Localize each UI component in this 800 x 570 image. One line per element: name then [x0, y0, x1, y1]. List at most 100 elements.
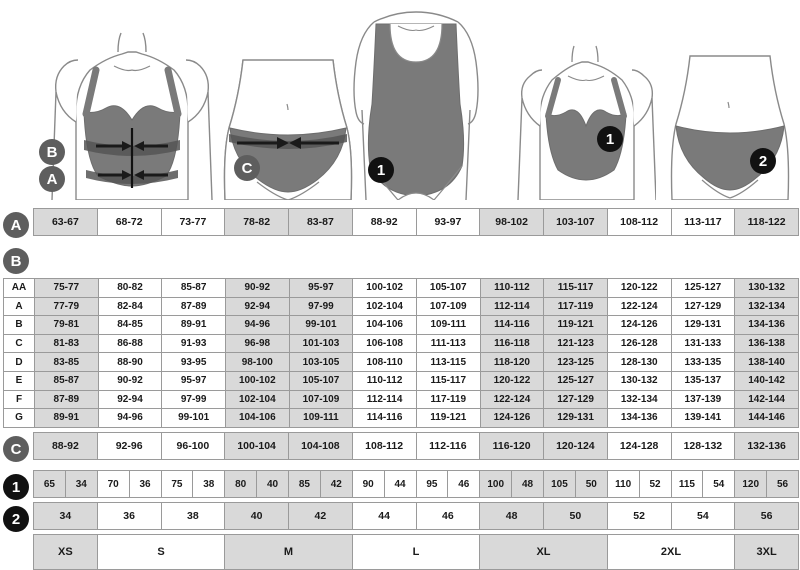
hip-cell: 88-92 — [33, 432, 98, 460]
hip-cell: 128-132 — [670, 432, 736, 460]
bust-cell: 109-111 — [288, 408, 354, 428]
hip-cell: 100-104 — [224, 432, 289, 460]
bust-cell: 102-104 — [224, 389, 290, 410]
bottom-size-cell: 50 — [543, 502, 608, 530]
hip-cell: 120-124 — [543, 432, 608, 460]
row-label-1: 1 — [3, 474, 29, 500]
bra-size-cell: 48 — [511, 470, 544, 498]
bra-size-cell: 110 — [606, 470, 640, 498]
bust-cell: 130-132 — [734, 278, 799, 298]
bra-size-cell: 38 — [192, 470, 226, 498]
table-row: A 77-79 82-84 87-89 92-94 97-99 102-104 107-109… — [3, 296, 799, 317]
bust-cell: 114-116 — [479, 315, 545, 335]
underbust-cell: 83-87 — [288, 208, 353, 236]
bust-cell: 82-84 — [97, 296, 163, 317]
bust-cell: 110-112 — [479, 278, 545, 298]
bust-cell: 99-101 — [161, 408, 226, 428]
bust-cell: 89-91 — [34, 408, 99, 428]
bust-cell: 79-81 — [34, 315, 99, 335]
bust-cell: 109-111 — [415, 315, 481, 335]
bust-cell: 120-122 — [606, 278, 672, 298]
bust-cell: 134-136 — [734, 315, 799, 335]
bust-cell: 137-139 — [670, 389, 736, 410]
bust-cell: 87-89 — [34, 389, 99, 410]
bra-size-cell: 70 — [96, 470, 130, 498]
table-row: 34 36 38 40 42 44 46 48 50 52 54 56 — [33, 502, 799, 530]
bust-measurement-figure: B A — [18, 0, 233, 200]
bra-size-cell: 105 — [543, 470, 576, 498]
bust-cell: 104-106 — [352, 315, 417, 335]
hip-cell: 132-136 — [734, 432, 799, 460]
bottom-size-cell: 56 — [734, 502, 799, 530]
bust-cell: 91-93 — [161, 333, 226, 354]
marker-2-bikini-bottom: 2 — [750, 148, 776, 174]
bust-cell: 124-126 — [479, 408, 545, 428]
bust-cell: 81-83 — [34, 333, 99, 354]
bottom-size-cell: 38 — [160, 502, 226, 530]
bust-cell: 125-127 — [543, 370, 608, 391]
table-row: C 81-83 86-88 91-93 96-98 101-103 106-108 111-1… — [3, 333, 799, 354]
bust-cell: 136-138 — [734, 333, 799, 354]
bust-cup-size-table: AA 75-77 80-82 85-87 90-92 95-97 100-102 105-10… — [3, 278, 799, 428]
bust-cell: 132-134 — [734, 296, 799, 317]
bottom-size-cell: 34 — [33, 502, 98, 530]
hip-cell: 116-120 — [479, 432, 544, 460]
table-row: D 83-85 88-90 93-95 98-100 103-105 108-110 113-… — [3, 352, 799, 372]
underbust-cell: 88-92 — [351, 208, 417, 236]
underbust-cell: 98-102 — [479, 208, 544, 236]
bust-cell: 95-97 — [161, 370, 226, 391]
bust-cell: 103-105 — [288, 352, 354, 372]
bust-cell: 93-95 — [161, 352, 226, 372]
row-label-b: B — [3, 248, 29, 274]
hip-cell: 92-96 — [96, 432, 162, 460]
bra-size-cell: 34 — [64, 470, 98, 498]
bust-cell: 132-134 — [606, 389, 672, 410]
bust-cell: 131-133 — [670, 333, 736, 354]
underbust-cell: 103-107 — [543, 208, 608, 236]
bust-cell: 75-77 — [34, 278, 99, 298]
bust-cell: 107-109 — [288, 389, 354, 410]
cup-size-label: G — [3, 408, 35, 428]
bust-cell: 89-91 — [161, 315, 226, 335]
bust-cell: 115-117 — [415, 370, 481, 391]
bottom-size-cell: 52 — [606, 502, 672, 530]
table-row: 63-67 68-72 73-77 78-82 83-87 88-92 93-97 98-10… — [33, 208, 799, 236]
underbust-cell: 68-72 — [96, 208, 162, 236]
bra-size-cell: 85 — [288, 470, 321, 498]
bust-cell: 102-104 — [352, 296, 417, 317]
table-row: E 85-87 90-92 95-97 100-102 105-107 110-112 115… — [3, 370, 799, 391]
bust-cell: 116-118 — [479, 333, 545, 354]
bottom-size-cell: 48 — [479, 502, 544, 530]
bra-size-cell: 115 — [670, 470, 704, 498]
hip-cell: 104-108 — [288, 432, 353, 460]
bra-size-cell: 36 — [128, 470, 162, 498]
bust-cell: 88-90 — [97, 352, 163, 372]
bust-cell: 77-79 — [34, 296, 99, 317]
bust-cell: 138-140 — [734, 352, 799, 372]
bust-cell: 80-82 — [97, 278, 163, 298]
bust-cell: 96-98 — [224, 333, 290, 354]
marker-b-bust: B — [39, 139, 65, 165]
underbust-cell: 93-97 — [415, 208, 481, 236]
table-row: 65 34 70 36 75 38 80 40 85 42 90 44 95 46 100 48 105 50 11… — [33, 470, 799, 498]
bust-cell: 94-96 — [224, 315, 290, 335]
hip-cell: 108-112 — [351, 432, 417, 460]
bust-cell: 92-94 — [224, 296, 290, 317]
bra-size-cell: 42 — [319, 470, 353, 498]
underbust-cell: 113-117 — [670, 208, 736, 236]
bust-cell: 100-102 — [224, 370, 290, 391]
underbust-cell: 118-122 — [734, 208, 799, 236]
bust-cell: 108-110 — [352, 352, 417, 372]
hip-cell: 112-116 — [415, 432, 481, 460]
bust-cell: 122-124 — [479, 389, 545, 410]
bust-cell: 142-144 — [734, 389, 799, 410]
bust-cell: 100-102 — [352, 278, 417, 298]
table-row: F 87-89 92-94 97-99 102-104 107-109 112-114 117… — [3, 389, 799, 410]
bra-size-cell: 54 — [702, 470, 736, 498]
bust-cell: 125-127 — [670, 278, 736, 298]
size-label-cell: S — [96, 534, 226, 570]
bust-cell: 87-89 — [161, 296, 226, 317]
bust-cell: 121-123 — [543, 333, 608, 354]
table-row: AA 75-77 80-82 85-87 90-92 95-97 100-102 105-10… — [3, 278, 799, 298]
